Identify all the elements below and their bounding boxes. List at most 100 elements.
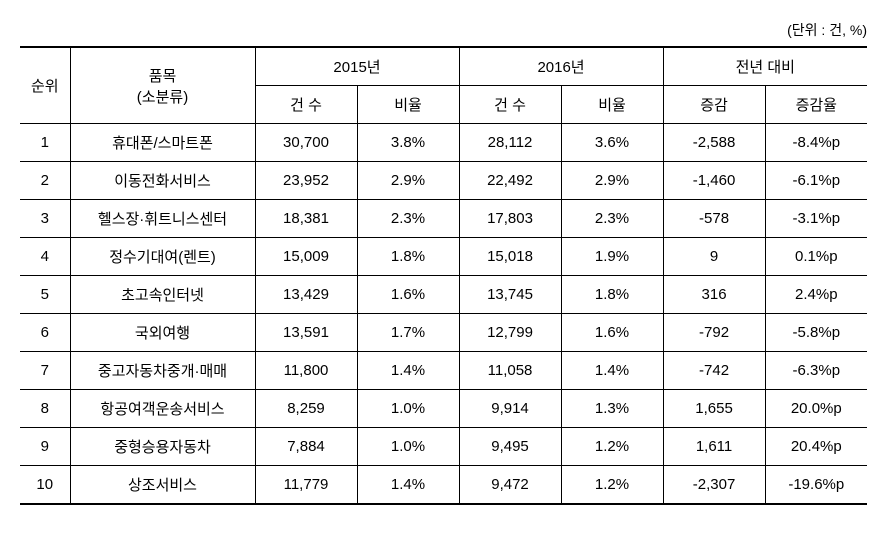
rate-cell: 2.4%p (765, 276, 867, 314)
header-2016-ratio: 비율 (561, 86, 663, 124)
rank-cell: 4 (20, 238, 70, 276)
rate-cell: -19.6%p (765, 466, 867, 505)
ratio-2015-cell: 1.8% (357, 238, 459, 276)
count-2015-cell: 13,591 (255, 314, 357, 352)
table-row: 5초고속인터넷13,4291.6%13,7451.8%3162.4%p (20, 276, 867, 314)
header-item: 품목(소분류) (70, 47, 255, 124)
ratio-2015-cell: 1.4% (357, 352, 459, 390)
header-rank: 순위 (20, 47, 70, 124)
header-2015-ratio: 비율 (357, 86, 459, 124)
diff-cell: 1,655 (663, 390, 765, 428)
count-2015-cell: 11,779 (255, 466, 357, 505)
item-cell: 정수기대여(렌트) (70, 238, 255, 276)
rate-cell: -3.1%p (765, 200, 867, 238)
data-table: 순위 품목(소분류) 2015년 2016년 전년 대비 건 수 비율 건 수 … (20, 46, 867, 505)
item-cell: 중형승용자동차 (70, 428, 255, 466)
count-2015-cell: 30,700 (255, 124, 357, 162)
rank-cell: 3 (20, 200, 70, 238)
ratio-2015-cell: 3.8% (357, 124, 459, 162)
table-row: 10상조서비스11,7791.4%9,4721.2%-2,307-19.6%p (20, 466, 867, 505)
count-2016-cell: 15,018 (459, 238, 561, 276)
table-row: 1휴대폰/스마트폰30,7003.8%28,1123.6%-2,588-8.4%… (20, 124, 867, 162)
rate-cell: -6.1%p (765, 162, 867, 200)
table-row: 3헬스장·휘트니스센터18,3812.3%17,8032.3%-578-3.1%… (20, 200, 867, 238)
rank-cell: 2 (20, 162, 70, 200)
unit-label: (단위 : 건, %) (20, 20, 867, 40)
count-2016-cell: 13,745 (459, 276, 561, 314)
item-cell: 중고자동차중개·매매 (70, 352, 255, 390)
ratio-2015-cell: 1.7% (357, 314, 459, 352)
diff-cell: -742 (663, 352, 765, 390)
rank-cell: 10 (20, 466, 70, 505)
table-row: 9중형승용자동차7,8841.0%9,4951.2%1,61120.4%p (20, 428, 867, 466)
ratio-2015-cell: 1.0% (357, 390, 459, 428)
count-2016-cell: 17,803 (459, 200, 561, 238)
rank-cell: 5 (20, 276, 70, 314)
rate-cell: -6.3%p (765, 352, 867, 390)
table-row: 8항공여객운송서비스8,2591.0%9,9141.3%1,65520.0%p (20, 390, 867, 428)
rate-cell: 20.4%p (765, 428, 867, 466)
count-2015-cell: 18,381 (255, 200, 357, 238)
rank-cell: 6 (20, 314, 70, 352)
diff-cell: -792 (663, 314, 765, 352)
header-yoy: 전년 대비 (663, 47, 867, 86)
diff-cell: -2,588 (663, 124, 765, 162)
ratio-2016-cell: 2.9% (561, 162, 663, 200)
rate-cell: -8.4%p (765, 124, 867, 162)
diff-cell: -1,460 (663, 162, 765, 200)
header-item-label: 품목(소분류) (137, 68, 188, 106)
ratio-2016-cell: 1.4% (561, 352, 663, 390)
item-cell: 상조서비스 (70, 466, 255, 505)
ratio-2015-cell: 2.9% (357, 162, 459, 200)
count-2016-cell: 9,495 (459, 428, 561, 466)
count-2015-cell: 7,884 (255, 428, 357, 466)
count-2015-cell: 8,259 (255, 390, 357, 428)
item-cell: 국외여행 (70, 314, 255, 352)
ratio-2016-cell: 2.3% (561, 200, 663, 238)
count-2015-cell: 13,429 (255, 276, 357, 314)
header-2015-count: 건 수 (255, 86, 357, 124)
ratio-2016-cell: 1.8% (561, 276, 663, 314)
header-2016-count: 건 수 (459, 86, 561, 124)
count-2016-cell: 9,472 (459, 466, 561, 505)
count-2016-cell: 11,058 (459, 352, 561, 390)
diff-cell: 1,611 (663, 428, 765, 466)
item-cell: 헬스장·휘트니스센터 (70, 200, 255, 238)
table-row: 7중고자동차중개·매매11,8001.4%11,0581.4%-742-6.3%… (20, 352, 867, 390)
rank-cell: 1 (20, 124, 70, 162)
header-2015: 2015년 (255, 47, 459, 86)
rate-cell: -5.8%p (765, 314, 867, 352)
rank-cell: 9 (20, 428, 70, 466)
ratio-2016-cell: 1.6% (561, 314, 663, 352)
item-cell: 이동전화서비스 (70, 162, 255, 200)
ratio-2016-cell: 1.2% (561, 428, 663, 466)
ratio-2016-cell: 3.6% (561, 124, 663, 162)
rank-cell: 7 (20, 352, 70, 390)
table-row: 6국외여행13,5911.7%12,7991.6%-792-5.8%p (20, 314, 867, 352)
header-2016: 2016년 (459, 47, 663, 86)
header-diffrate: 증감율 (765, 86, 867, 124)
count-2016-cell: 28,112 (459, 124, 561, 162)
table-row: 4정수기대여(렌트)15,0091.8%15,0181.9%90.1%p (20, 238, 867, 276)
ratio-2016-cell: 1.9% (561, 238, 663, 276)
diff-cell: 316 (663, 276, 765, 314)
header-diff: 증감 (663, 86, 765, 124)
ratio-2015-cell: 2.3% (357, 200, 459, 238)
table-row: 2이동전화서비스23,9522.9%22,4922.9%-1,460-6.1%p (20, 162, 867, 200)
item-cell: 항공여객운송서비스 (70, 390, 255, 428)
count-2015-cell: 23,952 (255, 162, 357, 200)
diff-cell: 9 (663, 238, 765, 276)
ratio-2016-cell: 1.3% (561, 390, 663, 428)
rank-cell: 8 (20, 390, 70, 428)
ratio-2015-cell: 1.4% (357, 466, 459, 505)
item-cell: 휴대폰/스마트폰 (70, 124, 255, 162)
count-2015-cell: 15,009 (255, 238, 357, 276)
count-2016-cell: 12,799 (459, 314, 561, 352)
diff-cell: -578 (663, 200, 765, 238)
count-2015-cell: 11,800 (255, 352, 357, 390)
rate-cell: 20.0%p (765, 390, 867, 428)
count-2016-cell: 9,914 (459, 390, 561, 428)
ratio-2016-cell: 1.2% (561, 466, 663, 505)
item-cell: 초고속인터넷 (70, 276, 255, 314)
rate-cell: 0.1%p (765, 238, 867, 276)
